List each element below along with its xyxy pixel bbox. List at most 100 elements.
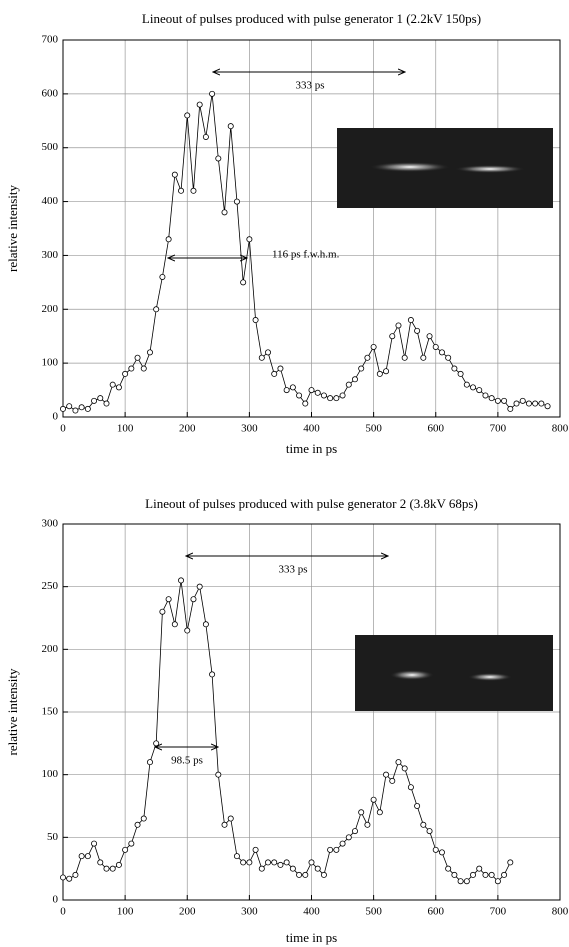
data-point: [247, 237, 252, 242]
data-point: [352, 828, 357, 833]
data-point: [371, 344, 376, 349]
data-point: [191, 188, 196, 193]
x-tick-label: 700: [490, 906, 507, 918]
data-point: [222, 210, 227, 215]
data-point: [123, 847, 128, 852]
y-tick-label: 0: [53, 894, 59, 906]
data-point: [328, 396, 333, 401]
data-point: [415, 803, 420, 808]
data-point: [439, 850, 444, 855]
data-point: [290, 385, 295, 390]
data-point: [539, 401, 544, 406]
data-point: [340, 393, 345, 398]
x-tick-label: 300: [241, 906, 258, 918]
data-point: [501, 872, 506, 877]
data-point: [272, 860, 277, 865]
data-point: [265, 350, 270, 355]
y-tick-label: 50: [47, 831, 59, 843]
x-tick-label: 600: [428, 906, 445, 918]
data-point: [228, 816, 233, 821]
x-tick-label: 800: [552, 423, 569, 435]
data-point: [98, 860, 103, 865]
data-point: [185, 113, 190, 118]
data-point: [415, 328, 420, 333]
y-tick-label: 600: [42, 87, 59, 99]
y-tick-label: 700: [42, 34, 59, 46]
data-point: [79, 854, 84, 859]
data-point: [60, 875, 65, 880]
data-point: [178, 578, 183, 583]
data-point: [272, 371, 277, 376]
data-point: [408, 317, 413, 322]
data-line: [63, 580, 510, 881]
data-point: [309, 387, 314, 392]
x-tick-label: 800: [552, 906, 569, 918]
data-point: [185, 628, 190, 633]
data-point: [427, 828, 432, 833]
data-point: [234, 199, 239, 204]
x-tick-label: 200: [179, 423, 196, 435]
data-point: [259, 866, 264, 871]
y-tick-label: 300: [42, 249, 59, 261]
data-point: [396, 760, 401, 765]
y-axis-label: relative intensity: [5, 668, 20, 756]
data-point: [446, 355, 451, 360]
data-point: [278, 366, 283, 371]
data-point: [216, 772, 221, 777]
data-point: [284, 860, 289, 865]
data-point: [210, 91, 215, 96]
data-point: [265, 860, 270, 865]
data-point: [216, 156, 221, 161]
data-point: [483, 393, 488, 398]
data-point: [377, 810, 382, 815]
x-tick-label: 700: [490, 423, 507, 435]
data-point: [359, 810, 364, 815]
data-point: [408, 785, 413, 790]
data-point: [147, 760, 152, 765]
data-point: [104, 401, 109, 406]
data-point: [178, 188, 183, 193]
x-tick-label: 100: [117, 906, 134, 918]
y-tick-label: 300: [42, 518, 59, 530]
data-point: [315, 866, 320, 871]
data-point: [359, 366, 364, 371]
x-tick-label: 0: [60, 906, 66, 918]
x-tick-label: 400: [303, 423, 320, 435]
streak-image: [355, 635, 553, 711]
data-point: [383, 772, 388, 777]
data-point: [191, 597, 196, 602]
data-point: [501, 398, 506, 403]
data-point: [396, 323, 401, 328]
data-point: [433, 344, 438, 349]
data-point: [278, 862, 283, 867]
data-point: [129, 841, 134, 846]
data-point: [147, 350, 152, 355]
data-point: [197, 102, 202, 107]
y-tick-label: 500: [42, 141, 59, 153]
data-point: [321, 872, 326, 877]
data-point: [73, 408, 78, 413]
data-point: [470, 872, 475, 877]
y-tick-label: 100: [42, 768, 59, 780]
data-point: [222, 822, 227, 827]
data-point: [402, 355, 407, 360]
data-point: [489, 396, 494, 401]
data-point: [483, 872, 488, 877]
data-point: [241, 280, 246, 285]
data-point: [495, 398, 500, 403]
y-tick-label: 200: [42, 303, 59, 315]
data-point: [197, 584, 202, 589]
data-point: [328, 847, 333, 852]
data-point: [234, 854, 239, 859]
y-tick-label: 150: [42, 706, 59, 718]
y-tick-label: 400: [42, 195, 59, 207]
data-point: [123, 371, 128, 376]
data-point: [477, 387, 482, 392]
x-tick-label: 500: [365, 906, 382, 918]
y-tick-label: 250: [42, 580, 59, 592]
data-point: [141, 366, 146, 371]
data-point: [340, 841, 345, 846]
data-point: [241, 860, 246, 865]
data-point: [433, 847, 438, 852]
data-point: [253, 847, 258, 852]
